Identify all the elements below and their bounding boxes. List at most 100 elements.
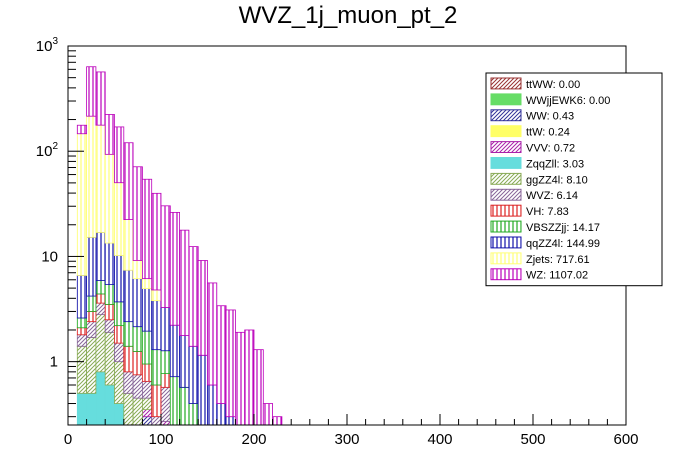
legend-entry-5: ZqqZll: 3.03 xyxy=(526,158,584,170)
x-tick-label-0: 0 xyxy=(64,431,72,448)
bar-12-21 xyxy=(272,416,283,426)
bar-9-12 xyxy=(188,403,199,426)
bar-10-12 xyxy=(188,345,199,404)
bar-11-3 xyxy=(104,153,115,244)
bar-9-8 xyxy=(151,349,162,386)
legend-swatch-5 xyxy=(490,157,522,169)
bar-11-4 xyxy=(114,182,125,256)
bar-12-4 xyxy=(114,126,125,184)
bar-12-10 xyxy=(169,211,181,326)
legend-entry-9: VBSZZjj: 14.17 xyxy=(526,222,600,234)
legend-entry-4: VVV: 0.72 xyxy=(526,143,575,155)
bar-5-2 xyxy=(95,371,106,426)
bar-8-9 xyxy=(160,373,171,388)
legend-swatch-9 xyxy=(490,220,522,233)
legend: ttWW: 0.00 WWjjEWK6: 0.00 WW: 0.43 ttW: 0.2… xyxy=(485,72,663,287)
bar-11-6 xyxy=(132,260,143,280)
legend-swatch-4 xyxy=(490,141,522,154)
bar-6-3 xyxy=(104,331,115,386)
bar-7-6 xyxy=(132,374,143,399)
bar-12-13 xyxy=(197,260,208,356)
legend-swatch-10 xyxy=(490,236,522,249)
bar-6-6 xyxy=(132,397,143,426)
y-tick-label-1: 10 xyxy=(41,248,58,265)
bar-12-12 xyxy=(188,246,199,347)
bar-7-8 xyxy=(151,416,162,426)
x-tick-label-1: 100 xyxy=(148,431,173,448)
bar-10-0 xyxy=(76,275,88,319)
legend-entry-6: ggZZ4l: 8.10 xyxy=(526,174,588,186)
bar-4-9 xyxy=(160,421,171,426)
legend-entry-11: Zjets: 717.61 xyxy=(526,254,590,266)
bar-8-7 xyxy=(141,363,153,382)
bar-9-1 xyxy=(86,295,97,312)
bar-10-1 xyxy=(86,236,97,297)
bar-5-3 xyxy=(104,384,115,426)
bar-9-9 xyxy=(160,350,171,374)
bar-7-2 xyxy=(95,302,106,316)
bar-10-3 xyxy=(104,242,115,285)
bar-2-7 xyxy=(141,416,153,426)
bar-10-8 xyxy=(151,300,162,351)
bar-4-7 xyxy=(141,409,153,418)
legend-swatch-8 xyxy=(490,204,522,217)
axes: 0 100 200 300 400 500 600 1 10 102 103 xyxy=(36,36,639,448)
legend-entry-12: WZ: 1107.02 xyxy=(526,270,588,282)
bar-8-2 xyxy=(95,293,106,304)
bar-12-7 xyxy=(141,178,153,280)
bar-5-0 xyxy=(76,392,88,426)
bar-8-8 xyxy=(151,384,162,418)
bar-9-10 xyxy=(169,376,181,426)
bar-11-2 xyxy=(95,124,106,233)
bar-6-7 xyxy=(141,397,153,411)
legend-entry-0: ttWW: 0.00 xyxy=(526,79,580,91)
bar-9-2 xyxy=(95,280,106,295)
legend-swatch-7 xyxy=(490,188,522,201)
x-tick-label-3: 300 xyxy=(334,431,359,448)
x-tick-label-4: 400 xyxy=(427,431,452,448)
bar-10-14 xyxy=(207,384,218,426)
bar-7-0 xyxy=(76,334,88,347)
bar-8-0 xyxy=(76,327,88,336)
y-tick-label-3: 103 xyxy=(36,36,59,55)
bar-7-7 xyxy=(141,380,153,399)
bar-8-3 xyxy=(104,304,115,321)
bar-11-5 xyxy=(123,219,134,271)
bar-11-7 xyxy=(141,278,153,289)
bar-12-11 xyxy=(179,229,190,336)
bar-12-20 xyxy=(262,403,273,426)
bar-8-4 xyxy=(114,325,125,344)
bar-10-2 xyxy=(95,232,106,281)
bar-10-5 xyxy=(123,269,134,323)
bar-12-14 xyxy=(207,282,218,386)
bar-12-18 xyxy=(244,329,255,426)
bar-8-1 xyxy=(86,311,97,323)
bar-9-4 xyxy=(114,301,125,327)
bar-12-8 xyxy=(151,192,162,291)
legend-swatch-2 xyxy=(490,109,522,122)
bar-12-17 xyxy=(234,331,246,426)
bar-10-6 xyxy=(132,278,143,328)
bar-7-9 xyxy=(160,386,171,422)
bar-12-2 xyxy=(95,71,106,126)
legend-entry-3: ttW: 0.24 xyxy=(526,127,570,139)
bar-7-3 xyxy=(104,319,115,333)
legend-swatch-12 xyxy=(490,268,522,281)
legend-swatch-6 xyxy=(490,172,522,185)
legend-entry-2: WW: 0.43 xyxy=(526,111,574,123)
bar-12-9 xyxy=(160,205,171,308)
bar-12-16 xyxy=(225,309,236,418)
legend-swatch-1 xyxy=(490,93,522,106)
y-tick-label-0: 1 xyxy=(50,354,58,371)
bar-10-15 xyxy=(216,403,227,426)
bar-8-5 xyxy=(123,345,134,373)
bar-11-1 xyxy=(86,115,97,238)
bar-12-3 xyxy=(104,114,115,155)
legend-swatch-3 xyxy=(490,125,522,138)
bar-10-16 xyxy=(225,416,236,426)
bar-11-0 xyxy=(76,133,88,276)
bar-9-0 xyxy=(76,317,88,329)
bar-12-15 xyxy=(216,305,227,404)
bar-9-3 xyxy=(104,284,115,305)
